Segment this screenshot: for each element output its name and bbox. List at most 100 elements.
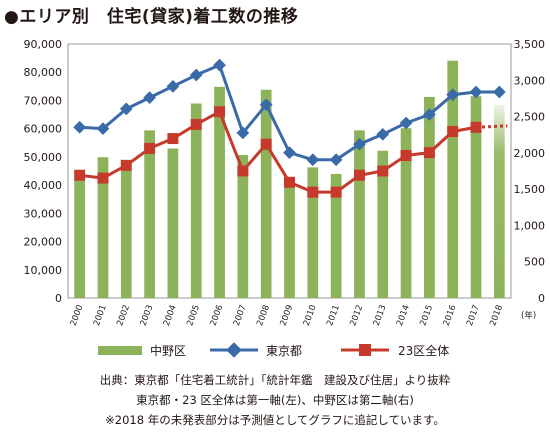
x-tick-label: 2017 — [465, 304, 482, 328]
y-right-tick-label: 0 — [538, 292, 545, 305]
data-point — [236, 126, 250, 140]
x-tick-label: 2005 — [185, 304, 202, 328]
data-point — [307, 186, 319, 198]
data-point — [329, 153, 343, 167]
x-tick-label: 2000 — [69, 304, 86, 328]
legend-marker-tokyo — [226, 342, 242, 358]
data-point — [447, 125, 459, 137]
y-right-tick-label: 500 — [524, 256, 545, 269]
y-left-tick-label: 70,000 — [24, 94, 63, 107]
x-tick-label: 2012 — [348, 304, 365, 328]
bar — [190, 103, 202, 298]
data-point — [376, 127, 390, 141]
data-point — [423, 147, 435, 159]
legend: 中野区 東京都 23区全体 — [98, 342, 449, 358]
data-point — [213, 58, 226, 72]
bar — [237, 155, 249, 298]
series-line-projection — [475, 124, 508, 129]
data-point — [284, 176, 295, 188]
bar — [120, 169, 132, 298]
projection-note: ※2018 年の未発表部分は予測値としてグラフに追記しています。 — [105, 413, 445, 427]
data-point — [167, 133, 179, 145]
data-point — [189, 68, 203, 82]
legend-label-tokyo: 東京都 — [266, 344, 302, 358]
data-point — [353, 137, 366, 151]
x-tick-label: 2018 — [488, 304, 505, 328]
data-point — [446, 88, 460, 102]
y-left-tick-label: 80,000 — [24, 66, 63, 79]
x-tick-label: 2013 — [372, 304, 389, 328]
legend-label-nakano: 中野区 — [150, 343, 186, 358]
chart-title: ●エリア別 住宅(貸家)着工数の推移 — [4, 7, 299, 27]
x-tick-label: 2004 — [162, 304, 179, 328]
x-tick-label: 2014 — [395, 304, 412, 328]
axis-note: 東京都・23 区全体は第一軸(左)、中野区は第二軸(右) — [136, 393, 414, 407]
bar — [214, 86, 225, 299]
data-point — [260, 138, 272, 150]
bar — [307, 167, 319, 298]
data-point — [306, 153, 320, 167]
legend-swatch-nakano — [98, 346, 142, 355]
bar — [400, 128, 412, 298]
data-point — [399, 116, 413, 130]
y-left-tick-label: 50,000 — [24, 151, 63, 164]
data-point — [190, 118, 202, 130]
data-point — [144, 142, 156, 154]
data-point — [492, 85, 506, 99]
x-tick-label: 2015 — [418, 304, 435, 328]
bar — [97, 157, 109, 298]
y-left-tick-label: 10,000 — [24, 264, 63, 277]
y-right-tick-label: 1,500 — [514, 183, 546, 196]
y-left-tick-label: 90,000 — [24, 38, 63, 51]
y-left-tick-label: 40,000 — [24, 179, 63, 192]
data-point — [377, 165, 389, 177]
bar — [493, 104, 505, 299]
data-point — [259, 98, 273, 112]
data-point — [470, 121, 482, 133]
bar — [330, 173, 342, 298]
data-point — [469, 85, 483, 99]
x-tick-label: 2010 — [302, 304, 319, 328]
y-right-tick-label: 1,000 — [514, 219, 546, 232]
x-tick-label: 2009 — [279, 304, 296, 328]
data-point — [166, 79, 180, 93]
x-tick-label: 2008 — [255, 304, 272, 328]
y-left-tick-label: 0 — [55, 292, 62, 305]
legend-label-23ku: 23区全体 — [398, 343, 449, 358]
x-tick-label: 2006 — [209, 304, 226, 328]
data-point — [97, 172, 109, 184]
x-tick-label: 2001 — [92, 304, 109, 328]
data-point — [423, 108, 436, 121]
chart-notes: 出典：東京都「住宅着工統計」「統計年鑑 建設及び住居」より抜粋 東京都・23 区… — [0, 370, 550, 430]
bar — [74, 178, 86, 298]
data-point — [353, 169, 365, 181]
data-point — [237, 165, 249, 177]
y-left-tick-label: 20,000 — [24, 236, 63, 249]
y-right-tick-label: 2,500 — [514, 111, 546, 124]
bar — [167, 148, 179, 298]
bar — [470, 96, 482, 298]
x-tick-label: 2003 — [139, 304, 156, 328]
data-point — [214, 106, 226, 118]
data-point — [400, 149, 412, 161]
data-point — [143, 91, 156, 104]
data-point — [74, 169, 86, 181]
x-tick-label: 2002 — [115, 304, 132, 328]
y-right-tick-label: 2,000 — [514, 147, 546, 160]
x-tick-label: 2016 — [442, 304, 459, 328]
data-point — [120, 159, 132, 171]
bar — [260, 89, 272, 298]
bar — [284, 185, 295, 298]
legend-marker-23ku — [359, 344, 371, 356]
bar — [144, 130, 155, 298]
x-unit-label: (年) — [521, 310, 536, 321]
y-right-tick-label: 3,000 — [514, 74, 546, 87]
data-point — [283, 146, 296, 160]
source-note: 出典：東京都「住宅着工統計」「統計年鑑 建設及び住居」より抜粋 — [99, 373, 451, 387]
data-point — [330, 186, 342, 198]
y-right-tick-label: 3,500 — [514, 38, 546, 51]
bar — [354, 130, 365, 298]
y-left-tick-label: 60,000 — [24, 123, 63, 136]
bar — [447, 60, 459, 298]
